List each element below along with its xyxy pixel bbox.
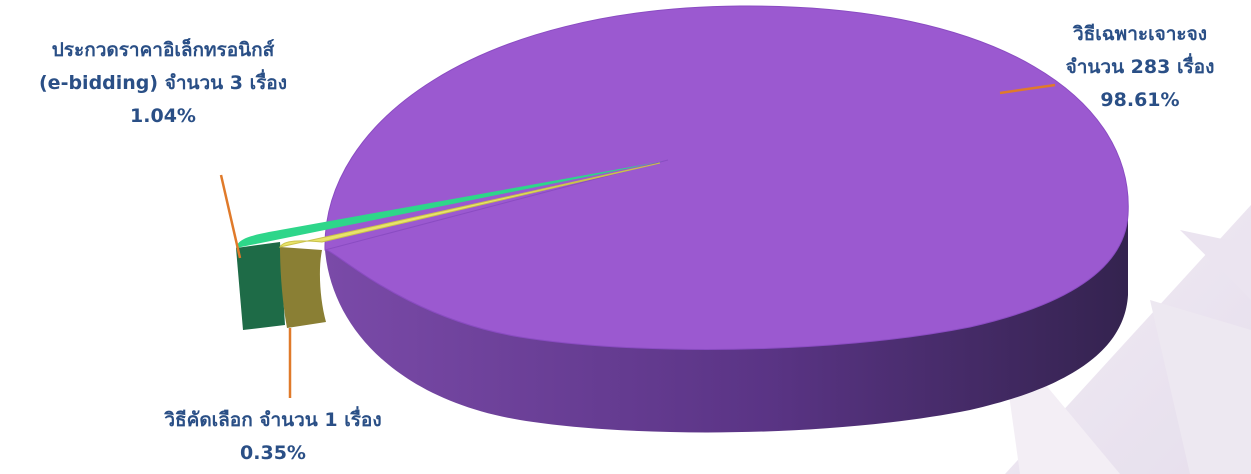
- leader-line-slice-0: [999, 83, 1056, 95]
- data-label-slice-2-line-2: 0.35%: [240, 442, 306, 464]
- data-label-slice-1-line-2: (e-bidding) จำนวน 3 เรื่อง: [39, 72, 287, 94]
- data-label-slice-1-line-1: ประกวดราคาอิเล็กทรอนิกส์: [51, 39, 275, 61]
- pie-slice-1-side: [236, 242, 285, 330]
- pie-slice-2-side: [280, 247, 326, 328]
- data-label-slice-1-line-3: 1.04%: [130, 105, 196, 127]
- pie-slice-0: [324, 5, 1129, 350]
- data-label-slice-0: วิธีเฉพาะเจาะจง จำนวน 283 เรื่อง 98.61%: [1040, 18, 1240, 117]
- pie-slice-2-group: [279, 162, 661, 328]
- data-label-slice-0-line-1: วิธีเฉพาะเจาะจง: [1072, 23, 1207, 45]
- data-label-slice-0-line-2: จำนวน 283 เรื่อง: [1065, 56, 1215, 78]
- pie-slice-1: [236, 161, 664, 248]
- data-label-slice-1: ประกวดราคาอิเล็กทรอนิกส์ (e-bidding) จำน…: [2, 34, 324, 133]
- data-label-slice-2: วิธีคัดเลือก จำนวน 1 เรื่อง 0.35%: [128, 404, 418, 470]
- pie-slice-1-group: [236, 161, 664, 330]
- pie-slice-0-side: [325, 215, 1128, 433]
- pie-slice-2: [279, 162, 661, 248]
- data-label-slice-2-line-1: วิธีคัดเลือก จำนวน 1 เรื่อง: [164, 409, 382, 431]
- data-label-slice-0-line-3: 98.61%: [1100, 89, 1180, 111]
- leader-line-slice-1: [219, 174, 242, 259]
